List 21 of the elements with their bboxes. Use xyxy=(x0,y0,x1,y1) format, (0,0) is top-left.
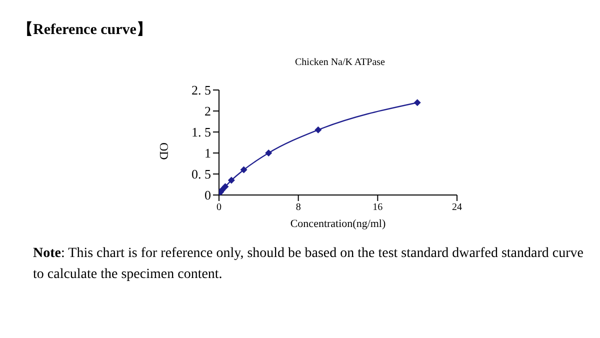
x-axis-title: Concentration(ng/ml) xyxy=(290,218,386,230)
point xyxy=(240,166,248,174)
y-tick-label: 1. 5 xyxy=(192,124,211,140)
y-tick-label: 0. 5 xyxy=(192,166,211,182)
x-tick-label: 16 xyxy=(372,202,383,214)
point xyxy=(314,126,322,134)
chart-subtitle: Chicken Na/K ATPase xyxy=(294,57,386,68)
y-tick-label: 2 xyxy=(204,104,211,119)
text: 【Reference curve】 xyxy=(18,20,152,39)
point xyxy=(414,99,421,106)
y-tick-label: 1 xyxy=(204,146,211,161)
y-axis-title: OD xyxy=(156,142,171,160)
x-tick-label: 0 xyxy=(216,202,222,214)
point xyxy=(222,183,229,190)
y-tick-label: 2. 5 xyxy=(192,82,211,98)
x-tick-label: 24 xyxy=(452,202,462,214)
point xyxy=(265,150,272,156)
y-tick-label: 0 xyxy=(204,188,211,203)
x-tick-label: 8 xyxy=(296,202,301,214)
text: Note: This chart is for reference only, should be based on the test standard dwarfed standard curve to calculate the specimen content. xyxy=(33,246,584,282)
point xyxy=(228,176,235,184)
